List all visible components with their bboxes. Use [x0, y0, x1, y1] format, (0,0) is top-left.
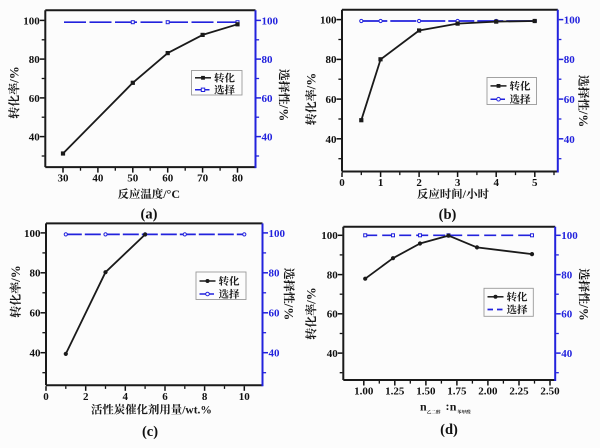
svg-text:40: 40 — [564, 134, 576, 146]
svg-text:2.50: 2.50 — [540, 386, 560, 398]
svg-text:/%: /% — [282, 303, 297, 321]
svg-text:(c): (c) — [142, 424, 158, 440]
svg-text:100: 100 — [320, 15, 337, 27]
svg-text:100: 100 — [564, 15, 581, 27]
svg-text:80: 80 — [326, 54, 338, 66]
svg-text:60: 60 — [29, 93, 41, 105]
svg-text:80: 80 — [232, 173, 244, 185]
svg-text:100: 100 — [269, 228, 286, 240]
svg-text:(d): (d) — [440, 422, 458, 438]
svg-text:5: 5 — [532, 177, 538, 189]
svg-text:/%: /% — [6, 66, 21, 84]
svg-text:40: 40 — [269, 348, 281, 360]
svg-text:4: 4 — [493, 177, 499, 189]
svg-text:/%: /% — [577, 303, 592, 321]
svg-text:1.00: 1.00 — [354, 386, 374, 398]
svg-text:/%: /% — [303, 287, 318, 305]
svg-text:40: 40 — [29, 132, 41, 144]
svg-text:100: 100 — [262, 15, 279, 27]
svg-text:60: 60 — [269, 308, 281, 320]
svg-text:/°C: /°C — [162, 187, 180, 201]
svg-text:3: 3 — [455, 177, 461, 189]
svg-text:40: 40 — [326, 134, 338, 146]
svg-text:40: 40 — [92, 173, 104, 185]
svg-text:40: 40 — [561, 348, 573, 360]
svg-text:100: 100 — [561, 230, 578, 242]
svg-text:60: 60 — [564, 94, 576, 106]
svg-text:2: 2 — [416, 177, 422, 189]
svg-text:60: 60 — [162, 173, 174, 185]
svg-text:80: 80 — [327, 270, 339, 282]
svg-text:50: 50 — [127, 173, 139, 185]
svg-text:80: 80 — [561, 270, 573, 282]
svg-text:/: / — [462, 187, 467, 201]
svg-text:60: 60 — [326, 94, 338, 106]
svg-text:80: 80 — [30, 268, 42, 280]
svg-text:100: 100 — [24, 228, 41, 240]
svg-text:1: 1 — [378, 177, 384, 189]
svg-text:60: 60 — [327, 309, 339, 321]
svg-text:60: 60 — [561, 309, 573, 321]
svg-text:10: 10 — [239, 391, 251, 403]
svg-text:/wt.%: /wt.% — [181, 405, 212, 417]
svg-text:(b): (b) — [439, 207, 457, 223]
svg-text:100: 100 — [321, 230, 338, 242]
svg-text:60: 60 — [30, 308, 42, 320]
svg-text:8: 8 — [202, 391, 208, 403]
svg-text:1.25: 1.25 — [385, 386, 405, 398]
svg-text:2: 2 — [83, 391, 89, 403]
svg-text:60: 60 — [262, 93, 274, 105]
svg-text:2.00: 2.00 — [478, 386, 498, 398]
svg-text:/%: /% — [576, 110, 591, 128]
svg-text:100: 100 — [23, 15, 40, 27]
svg-text::: : — [446, 399, 450, 413]
svg-text:80: 80 — [262, 54, 274, 66]
svg-text:4: 4 — [123, 391, 129, 403]
svg-text:2.25: 2.25 — [509, 386, 529, 398]
svg-text:0: 0 — [339, 177, 345, 189]
svg-text:/%: /% — [303, 73, 318, 91]
svg-text:n: n — [420, 400, 427, 414]
svg-text:80: 80 — [564, 54, 576, 66]
svg-text:/%: /% — [8, 265, 23, 283]
svg-text:80: 80 — [269, 268, 281, 280]
svg-text:n: n — [450, 400, 457, 414]
svg-text:(a): (a) — [141, 207, 158, 223]
svg-text:70: 70 — [197, 173, 209, 185]
svg-text:40: 40 — [327, 348, 339, 360]
svg-text:80: 80 — [29, 54, 41, 66]
svg-text:1.50: 1.50 — [416, 386, 436, 398]
svg-text:1.75: 1.75 — [447, 386, 467, 398]
svg-text:0: 0 — [43, 391, 49, 403]
svg-text:40: 40 — [30, 348, 42, 360]
svg-text:30: 30 — [58, 173, 70, 185]
svg-text:6: 6 — [162, 391, 168, 403]
svg-text:/%: /% — [277, 104, 292, 122]
svg-text:40: 40 — [262, 132, 274, 144]
